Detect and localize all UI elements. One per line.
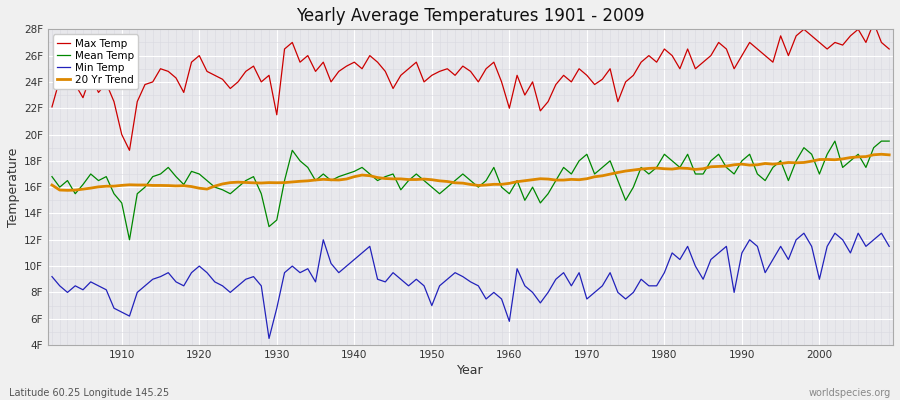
Min Temp [512,266,523,271]
Line: Min Temp: Min Temp [52,233,889,338]
Mean Temp [884,139,895,144]
Title: Yearly Average Temperatures 1901 - 2009: Yearly Average Temperatures 1901 - 2009 [296,7,644,25]
Max Temp [124,148,135,153]
Max Temp [504,106,515,111]
X-axis label: Year: Year [457,364,484,377]
20 Yr Trend [47,183,58,188]
20 Yr Trend [116,183,127,188]
Min Temp [109,306,120,310]
Min Temp [504,319,515,324]
Min Temp [884,244,895,249]
Mean Temp [287,148,298,153]
Max Temp [884,47,895,52]
Y-axis label: Temperature: Temperature [7,148,20,227]
Mean Temp [504,191,515,196]
Line: Max Temp: Max Temp [52,23,889,150]
Max Temp [333,69,344,74]
Max Temp [605,66,616,71]
Legend: Max Temp, Mean Temp, Min Temp, 20 Yr Trend: Max Temp, Mean Temp, Min Temp, 20 Yr Tre… [53,34,139,89]
Min Temp [287,264,298,268]
Text: Latitude 60.25 Longitude 145.25: Latitude 60.25 Longitude 145.25 [9,388,169,398]
Max Temp [868,20,879,25]
Mean Temp [830,139,841,144]
20 Yr Trend [62,188,73,193]
20 Yr Trend [605,172,616,176]
20 Yr Trend [333,178,344,182]
Line: 20 Yr Trend: 20 Yr Trend [52,154,889,190]
Min Temp [47,274,58,279]
Mean Temp [124,237,135,242]
Mean Temp [47,174,58,179]
Text: worldspecies.org: worldspecies.org [809,388,891,398]
Mean Temp [333,174,344,179]
Line: Mean Temp: Mean Temp [52,141,889,240]
Min Temp [264,336,274,341]
Max Temp [47,104,58,109]
Mean Temp [109,191,120,196]
Mean Temp [605,158,616,163]
Min Temp [333,270,344,275]
Max Temp [287,40,298,45]
20 Yr Trend [884,152,895,157]
Mean Temp [512,178,523,183]
20 Yr Trend [512,179,523,184]
Max Temp [512,73,523,78]
Max Temp [109,99,120,104]
20 Yr Trend [876,152,886,157]
20 Yr Trend [504,181,515,186]
20 Yr Trend [287,180,298,184]
Min Temp [798,231,809,236]
Min Temp [605,270,616,275]
